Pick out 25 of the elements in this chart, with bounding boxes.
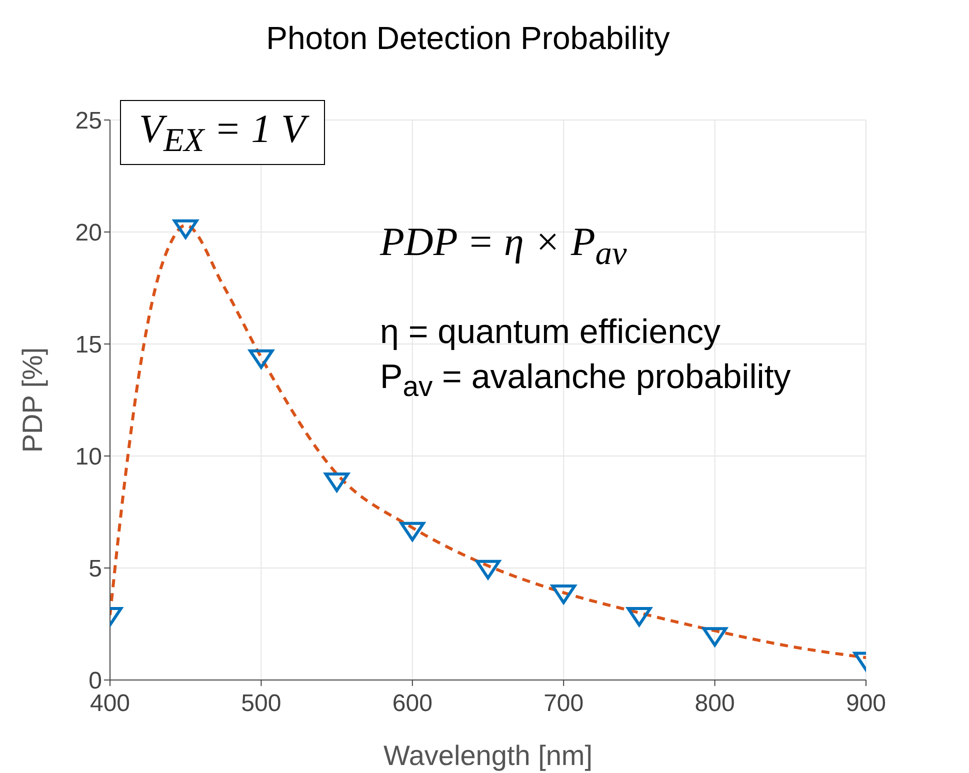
point: [324, 472, 350, 492]
annotation: P$_{av}$ = avalanche probability: [380, 358, 791, 404]
point: [702, 627, 728, 647]
x-tick-label: 900: [846, 690, 886, 718]
annotation: PDP = η × P$_{av}$: [380, 218, 627, 273]
point: [626, 606, 652, 626]
chart-title: Photon Detection Probability: [265, 20, 671, 57]
x-tick-label: 800: [694, 690, 735, 718]
point: [173, 219, 198, 239]
y-axis-title: PDP [%]: [16, 347, 48, 453]
y-tick-label: 20: [75, 220, 102, 247]
point: [400, 522, 425, 542]
x-tick-label: 500: [241, 690, 282, 718]
x-axis-title: Wavelength [nm]: [383, 740, 593, 771]
y-tick-label: 5: [88, 556, 102, 583]
y-tick-label: 10: [75, 444, 102, 471]
x-tick-label: 700: [544, 690, 584, 718]
annotation: V$_{EX}$ = 1 V: [120, 100, 325, 165]
y-tick-label: 25: [75, 108, 102, 135]
point: [248, 349, 274, 369]
annotation: η = quantum efficiency: [380, 313, 721, 352]
y-tick-label: 15: [75, 332, 102, 359]
point: [551, 584, 576, 604]
point: [476, 560, 500, 580]
x-tick-label: 600: [392, 690, 432, 718]
